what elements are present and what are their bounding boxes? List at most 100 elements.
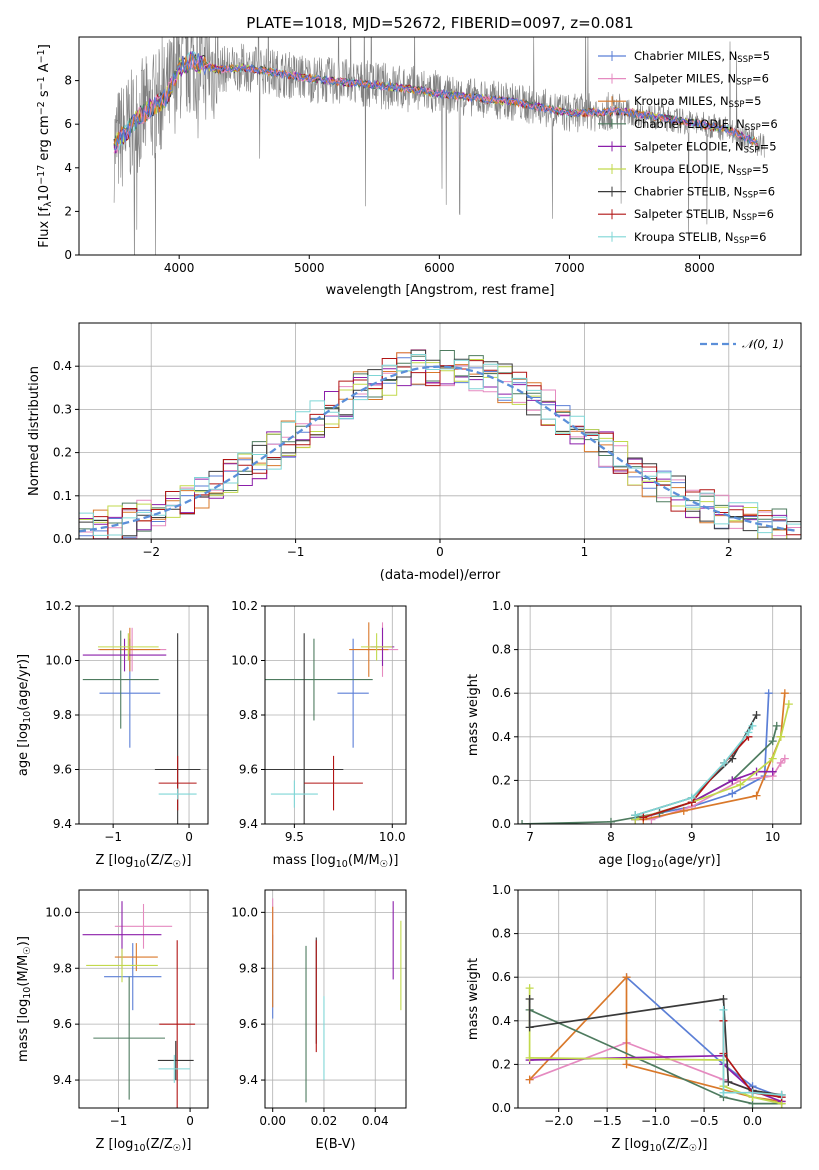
series-marker xyxy=(525,1075,534,1084)
residuals-frame xyxy=(78,322,802,540)
data-point xyxy=(99,627,161,672)
legend-sub: SSP xyxy=(734,236,750,246)
series-marker xyxy=(768,737,777,746)
x-axis-label-part: (Z/Z xyxy=(662,1137,689,1152)
y-axis-label: mass [log10(M/M☉)] xyxy=(16,936,33,1062)
x-axis-label-part: ☉ xyxy=(173,1143,182,1154)
y-axis-label-part: 10 xyxy=(37,185,52,202)
x-axis-label-part: (M/M xyxy=(348,853,380,868)
x-tick-label: 0 xyxy=(436,545,444,559)
data-point xyxy=(157,1040,194,1081)
series-marker xyxy=(777,1090,786,1099)
legend-label: Kroupa MILES, N xyxy=(634,94,729,108)
series-line xyxy=(529,1009,782,1105)
data-point xyxy=(86,948,158,983)
series xyxy=(647,754,789,824)
series-marker xyxy=(780,689,789,698)
data-point xyxy=(349,622,389,677)
y-tick-label: 0.2 xyxy=(53,446,72,460)
y-tick-label: 9.4 xyxy=(239,1073,258,1087)
legend-sub: SSP xyxy=(729,100,745,110)
gaussian-curve xyxy=(79,365,799,533)
y-axis-label: age [log10(age/yr)] xyxy=(16,654,33,776)
series-marker xyxy=(728,754,737,763)
y-tick-label: 10.2 xyxy=(231,599,258,613)
x-axis-label: mass [log10(M/M☉)] xyxy=(273,853,399,870)
x-tick-label: 4000 xyxy=(164,261,195,275)
y-tick-label: 0.0 xyxy=(492,1101,511,1115)
legend-label: Kroupa STELIB, N xyxy=(634,230,734,244)
x-tick-label: 9 xyxy=(688,830,696,844)
x-axis-label-part: age [log xyxy=(598,853,651,868)
y-tick-label: 9.6 xyxy=(239,1017,258,1031)
x-axis-label-part: ☉ xyxy=(689,1143,698,1154)
series-line xyxy=(643,693,786,821)
x-tick-label: −1 xyxy=(104,830,122,844)
series-line xyxy=(528,998,782,1096)
legend-entry: Kroupa STELIB, NSSP=6 xyxy=(634,230,766,246)
x-tick-label: 10.0 xyxy=(379,830,406,844)
x-axis-label-part: )] xyxy=(181,853,191,868)
y-tick-label: 10.0 xyxy=(45,654,72,668)
legend-label: Kroupa ELODIE, N xyxy=(634,162,736,176)
y-tick-label: 9.4 xyxy=(53,817,72,831)
mass-vs-Z-points xyxy=(82,901,196,1108)
y-axis-label-part: ] xyxy=(37,44,52,49)
y-axis-label-part: )] xyxy=(16,936,31,946)
x-tick-label: 0 xyxy=(186,1114,194,1128)
y-axis-label-part: ☉ xyxy=(22,946,33,955)
x-axis-label: age [log10(age/yr)] xyxy=(598,853,720,870)
x-axis-label: wavelength [Angstrom, rest frame] xyxy=(326,283,555,298)
mass-vs-EBV-points xyxy=(272,898,402,1103)
series-marker xyxy=(744,728,753,737)
series-marker xyxy=(719,1005,728,1014)
y-tick-label: 0.3 xyxy=(53,402,72,416)
x-tick-label: 10 xyxy=(765,830,780,844)
series-line xyxy=(643,736,750,819)
series-marker xyxy=(647,815,656,824)
series xyxy=(518,721,781,824)
series-line xyxy=(625,976,782,1098)
legend-label: Salpeter STELIB, N xyxy=(634,207,741,221)
legend-value: =5 xyxy=(760,139,777,153)
x-axis-label-part: )] xyxy=(388,853,398,868)
series-marker xyxy=(525,1023,534,1032)
series-marker xyxy=(728,776,737,785)
y-tick-label: 9.6 xyxy=(239,763,258,777)
legend-entry: Chabrier STELIB, NSSP=6 xyxy=(634,185,775,201)
series-line xyxy=(722,1009,782,1096)
series-marker xyxy=(720,758,729,767)
x-tick-label: 6000 xyxy=(424,261,455,275)
mass-weight-vs-age-series xyxy=(518,689,793,824)
data-point xyxy=(158,788,197,800)
x-axis-label-part: Z [log xyxy=(612,1137,650,1152)
y-axis-label-part: (age/yr)] xyxy=(16,654,31,711)
histogram-series xyxy=(79,358,801,539)
x-axis-label-part: ☉ xyxy=(173,859,182,870)
chart-title: PLATE=1018, MJD=52672, FIBERID=0097, z=0… xyxy=(246,14,633,32)
y-axis-label-part: −17 xyxy=(36,165,47,185)
data-point xyxy=(265,638,373,721)
x-axis-label: E(B-V) xyxy=(315,1137,355,1152)
x-tick-label: 9.5 xyxy=(285,830,304,844)
spectrum-axes: 4000 5000 6000 7000 8000 0 2 4 6 8 xyxy=(64,74,714,275)
y-tick-label: 0.4 xyxy=(492,730,511,744)
x-tick-label: 0.0 xyxy=(743,1114,762,1128)
x-axis-label-part: Z [log xyxy=(96,1137,134,1152)
age-vs-Z-axes: −1 0 9.4 9.6 9.8 10.0 10.2 xyxy=(45,599,208,844)
y-tick-label: 0.4 xyxy=(492,1014,511,1028)
legend-sub: SSP xyxy=(737,55,753,65)
x-tick-label: 8 xyxy=(607,830,615,844)
histograms xyxy=(79,349,801,539)
x-tick-label: 0 xyxy=(185,830,193,844)
legend-value: =5 xyxy=(752,162,769,176)
series-marker xyxy=(719,995,728,1003)
y-axis-label: mass weight xyxy=(466,674,481,756)
mass-vs-EBV-frame xyxy=(264,889,407,1109)
legend-sub: SSP xyxy=(736,168,752,178)
x-axis-label-part: 10 xyxy=(133,859,145,870)
series xyxy=(631,721,757,820)
spectrum-frame xyxy=(78,36,802,256)
data-point xyxy=(114,943,158,972)
